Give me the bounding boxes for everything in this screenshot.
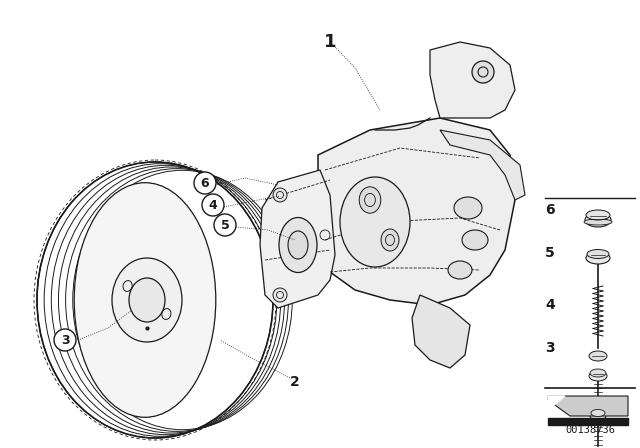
Circle shape <box>214 214 236 236</box>
Bar <box>548 418 628 425</box>
Circle shape <box>194 172 216 194</box>
Ellipse shape <box>74 183 216 417</box>
Circle shape <box>54 329 76 351</box>
Text: 4: 4 <box>209 198 218 211</box>
Circle shape <box>202 194 224 216</box>
Ellipse shape <box>591 409 605 417</box>
Ellipse shape <box>589 351 607 361</box>
Ellipse shape <box>584 219 612 225</box>
Ellipse shape <box>585 213 611 227</box>
Ellipse shape <box>586 210 610 220</box>
Circle shape <box>273 288 287 302</box>
Text: 00138736: 00138736 <box>565 425 615 435</box>
Text: 5: 5 <box>545 246 555 260</box>
Polygon shape <box>412 295 470 368</box>
Polygon shape <box>318 118 515 305</box>
Ellipse shape <box>112 258 182 342</box>
Text: 2: 2 <box>290 375 300 389</box>
Ellipse shape <box>590 369 606 377</box>
Ellipse shape <box>590 412 606 421</box>
Ellipse shape <box>340 177 410 267</box>
Polygon shape <box>548 396 565 410</box>
Text: 6: 6 <box>545 203 555 217</box>
Ellipse shape <box>279 217 317 272</box>
Polygon shape <box>430 42 515 118</box>
Ellipse shape <box>359 187 381 213</box>
Ellipse shape <box>587 250 609 258</box>
Ellipse shape <box>454 197 482 219</box>
Ellipse shape <box>288 231 308 259</box>
Ellipse shape <box>381 229 399 251</box>
Ellipse shape <box>129 278 165 322</box>
Ellipse shape <box>589 371 607 381</box>
Polygon shape <box>440 130 525 200</box>
Text: 3: 3 <box>61 333 69 346</box>
Text: 5: 5 <box>221 219 229 232</box>
Text: 3: 3 <box>545 341 555 355</box>
Polygon shape <box>548 396 628 416</box>
Text: 6: 6 <box>201 177 209 190</box>
Polygon shape <box>260 170 335 308</box>
Ellipse shape <box>448 261 472 279</box>
Circle shape <box>273 188 287 202</box>
Text: 4: 4 <box>545 298 555 312</box>
Text: 1: 1 <box>324 33 336 51</box>
Ellipse shape <box>462 230 488 250</box>
Circle shape <box>472 61 494 83</box>
Ellipse shape <box>586 252 610 264</box>
